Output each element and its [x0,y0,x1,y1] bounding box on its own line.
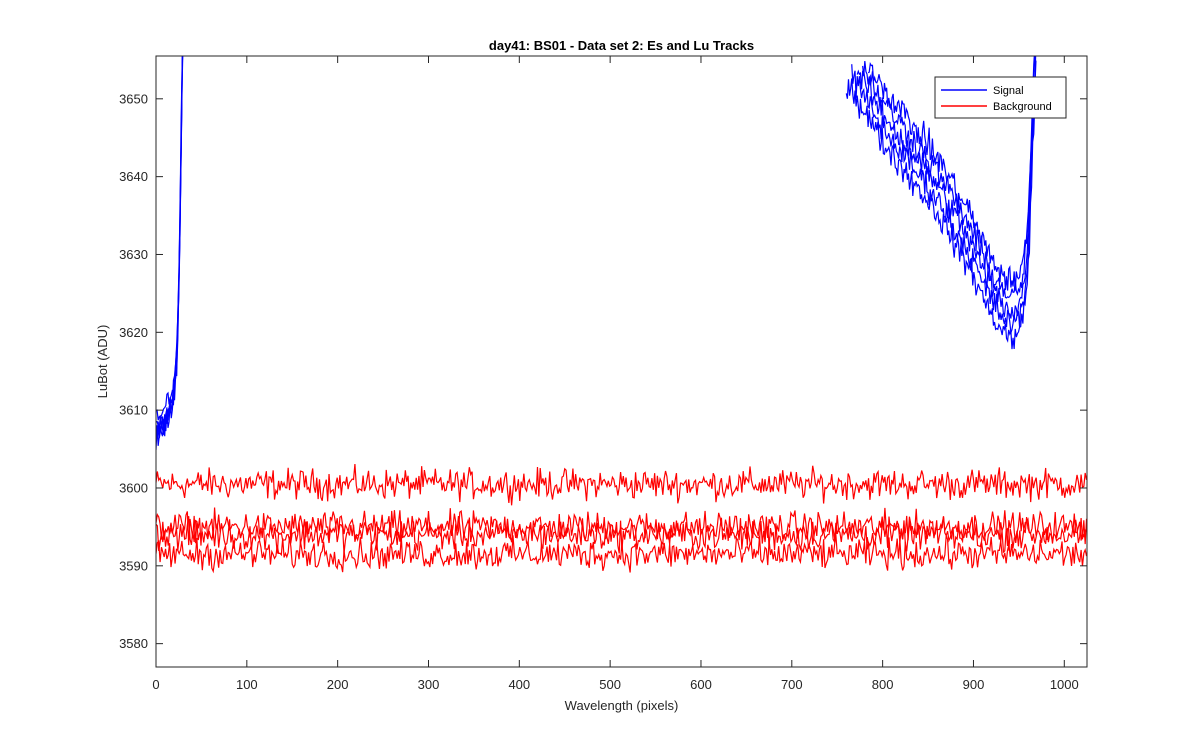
series-layer [156,56,1087,574]
x-tick-label: 800 [872,677,894,692]
signal-trace-3-segment-2 [856,56,1037,320]
legend-box [934,76,1067,119]
x-axis-ticks: 0 100 200 300 400 500 600 700 800 900 1000 [152,56,1079,692]
background-trace-4 [156,534,1087,574]
y-tick-label: 3590 [119,558,148,573]
y-tick-label: 3620 [119,325,148,340]
chart-title: day41: BS01 - Data set 2: Es and Lu Trac… [489,38,754,53]
signal-trace-5-segment-2 [867,56,1035,291]
plot-frame [155,55,1088,668]
y-tick-label: 3630 [119,247,148,262]
x-axis-label: Wavelength (pixels) [565,698,679,713]
x-tick-label: 300 [418,677,440,692]
x-tick-label: 200 [327,677,349,692]
x-tick-label: 900 [963,677,985,692]
x-tick-label: 500 [599,677,621,692]
legend: Signal Background [934,76,1067,119]
y-tick-label: 3580 [119,636,148,651]
legend-entry-background: Background [993,101,1052,113]
plot-area [156,56,1087,667]
y-tick-label: 3640 [119,169,148,184]
x-tick-label: 1000 [1050,677,1079,692]
y-tick-label: 3650 [119,91,148,106]
x-tick-label: 0 [152,677,159,692]
y-tick-label: 3610 [119,403,148,418]
x-tick-label: 400 [508,677,530,692]
x-tick-label: 100 [236,677,258,692]
background-trace-1 [156,463,1087,506]
y-axis-label: LuBot (ADU) [95,325,110,399]
y-axis-ticks: 3580 3590 3600 3610 3620 3630 3640 3650 [119,91,1087,651]
x-tick-label: 700 [781,677,803,692]
y-tick-label: 3600 [119,480,148,495]
legend-entry-signal: Signal [993,85,1024,97]
x-tick-label: 600 [690,677,712,692]
background-trace-3 [156,515,1087,554]
signal-trace-5-segment-1 [156,56,183,421]
